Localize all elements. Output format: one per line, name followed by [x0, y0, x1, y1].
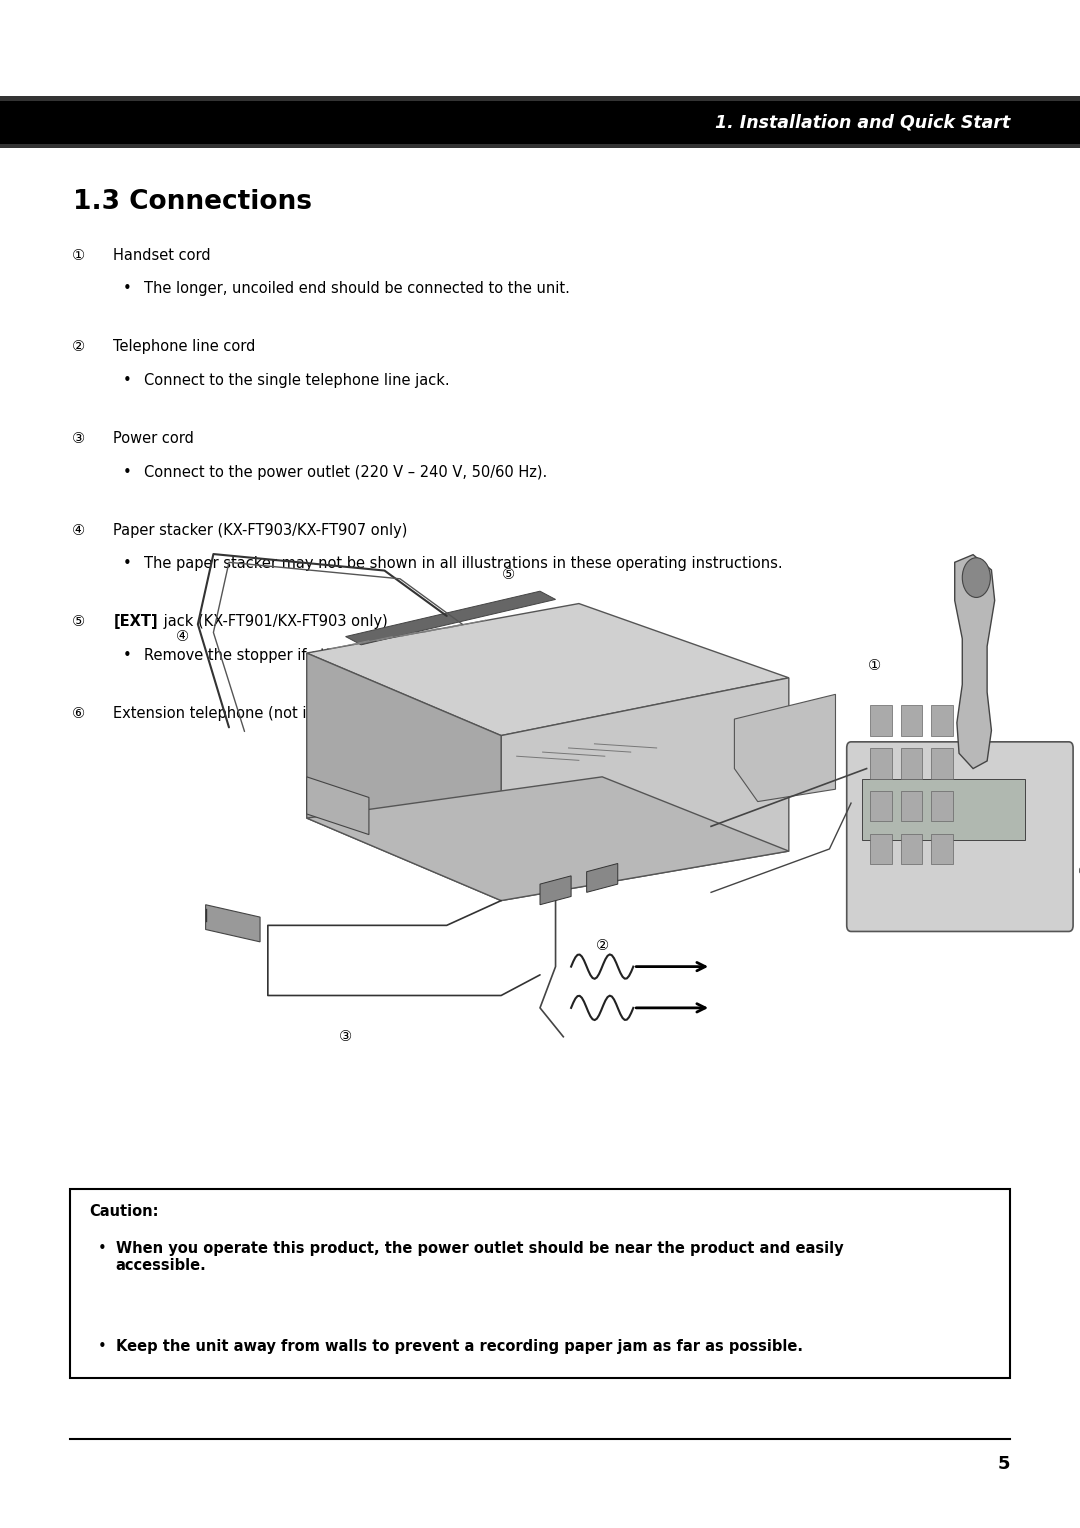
Text: Paper stacker (KX-FT903/KX-FT907 only): Paper stacker (KX-FT903/KX-FT907 only) — [113, 523, 408, 538]
Polygon shape — [346, 591, 555, 645]
Text: Handset cord: Handset cord — [113, 248, 211, 263]
Polygon shape — [540, 876, 571, 905]
Text: ⑤: ⑤ — [502, 567, 515, 582]
Text: 1. Installation and Quick Start: 1. Installation and Quick Start — [715, 113, 1010, 131]
Bar — [931, 749, 953, 779]
Text: ④: ④ — [72, 523, 85, 538]
Bar — [70, 1189, 1010, 1378]
Text: When you operate this product, the power outlet should be near the product and e: When you operate this product, the power… — [116, 1241, 843, 1273]
Circle shape — [962, 558, 990, 597]
Text: 5: 5 — [997, 1455, 1010, 1473]
Text: ⑥: ⑥ — [1078, 865, 1080, 879]
Bar — [901, 749, 922, 779]
Bar — [901, 792, 922, 822]
Text: The paper stacker may not be shown in all illustrations in these operating instr: The paper stacker may not be shown in al… — [144, 556, 782, 571]
Bar — [0, 144, 1080, 148]
Polygon shape — [307, 776, 788, 900]
Text: ①: ① — [72, 248, 85, 263]
Polygon shape — [586, 863, 618, 892]
Bar — [931, 706, 953, 736]
Text: Keep the unit away from walls to prevent a recording paper jam as far as possibl: Keep the unit away from walls to prevent… — [116, 1339, 802, 1354]
Text: jack (KX-FT901/KX-FT903 only): jack (KX-FT901/KX-FT903 only) — [159, 614, 388, 630]
Text: Power cord: Power cord — [113, 431, 194, 446]
Polygon shape — [205, 905, 260, 941]
Text: ④: ④ — [176, 630, 189, 645]
Bar — [0, 101, 1080, 144]
Text: Telephone line cord: Telephone line cord — [113, 339, 256, 354]
Text: •: • — [123, 373, 132, 388]
Text: ②: ② — [72, 339, 85, 354]
Text: Extension telephone (not included): Extension telephone (not included) — [113, 706, 370, 721]
Text: ③: ③ — [339, 1030, 352, 1044]
Text: •: • — [123, 556, 132, 571]
Polygon shape — [501, 678, 788, 900]
Text: ⑤: ⑤ — [72, 614, 85, 630]
Text: •: • — [123, 281, 132, 296]
Text: The longer, uncoiled end should be connected to the unit.: The longer, uncoiled end should be conne… — [144, 281, 569, 296]
Bar — [870, 834, 892, 865]
Bar — [862, 779, 1025, 840]
Polygon shape — [307, 652, 501, 900]
Text: •: • — [123, 465, 132, 480]
Text: ⑥: ⑥ — [72, 706, 85, 721]
Bar — [0, 96, 1080, 101]
Polygon shape — [307, 776, 369, 834]
Text: Connect to the power outlet (220 V – 240 V, 50/60 Hz).: Connect to the power outlet (220 V – 240… — [144, 465, 546, 480]
Text: •: • — [98, 1339, 107, 1354]
Text: 1.3 Connections: 1.3 Connections — [73, 189, 312, 215]
Text: Remove the stopper if attached.: Remove the stopper if attached. — [144, 648, 380, 663]
Text: ③: ③ — [72, 431, 85, 446]
Polygon shape — [307, 604, 788, 735]
Text: Caution:: Caution: — [90, 1204, 159, 1219]
Text: Connect to the single telephone line jack.: Connect to the single telephone line jac… — [144, 373, 449, 388]
Polygon shape — [734, 694, 836, 802]
Text: [EXT]: [EXT] — [113, 614, 158, 630]
Bar — [901, 706, 922, 736]
Text: •: • — [98, 1241, 107, 1256]
Bar — [901, 834, 922, 865]
Text: ①: ① — [868, 659, 881, 672]
FancyBboxPatch shape — [847, 743, 1074, 932]
Bar — [931, 792, 953, 822]
Text: ②: ② — [596, 938, 609, 953]
Bar — [870, 749, 892, 779]
Bar — [931, 834, 953, 865]
Polygon shape — [955, 555, 995, 769]
Bar — [870, 792, 892, 822]
Bar — [870, 706, 892, 736]
Text: •: • — [123, 648, 132, 663]
